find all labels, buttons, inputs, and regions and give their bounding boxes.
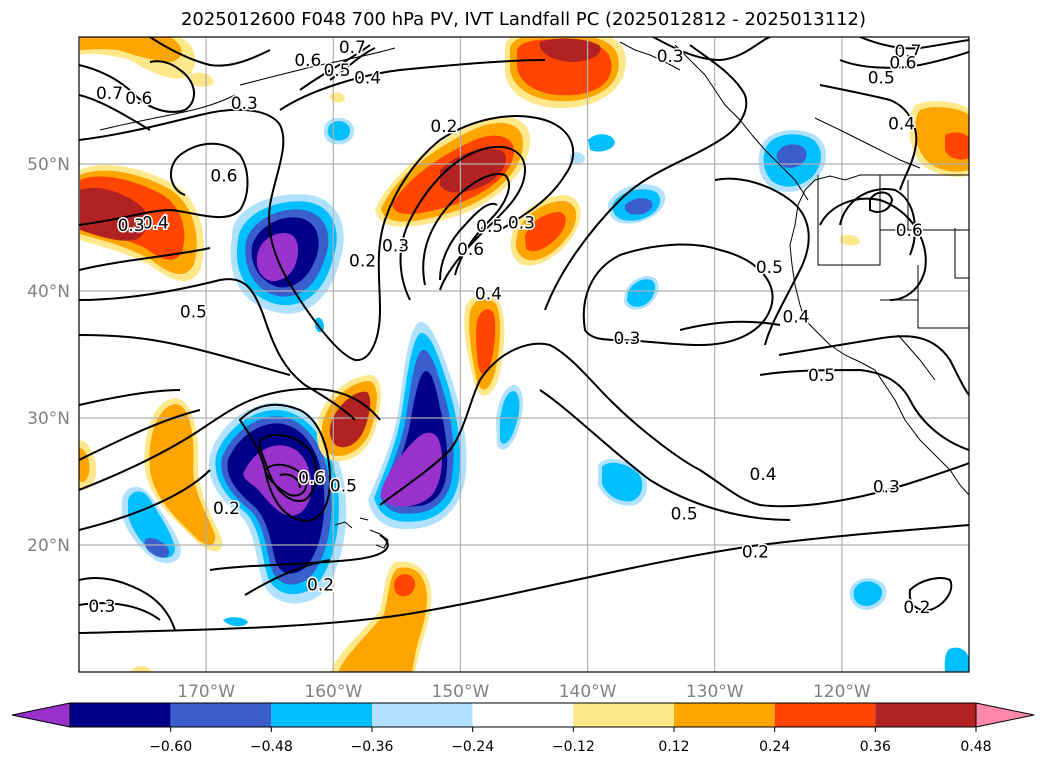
contour-label: 0.4	[354, 69, 381, 89]
lon-tick-label: 160°W	[304, 682, 362, 702]
contour-label: 0.3	[873, 478, 900, 498]
contour-label: 0.3	[657, 47, 684, 67]
colorbar-tick-label: −0.60	[149, 739, 192, 755]
colorbar-tick-label: 0.48	[960, 739, 991, 755]
contour-labels: 0.70.60.5 0.40.30.7 0.60.60.40.30.50.20.20…	[87, 37, 932, 620]
contour-label: 0.4	[475, 285, 502, 305]
contour-label: 0.3	[88, 597, 115, 617]
contour-label: 0.6	[294, 51, 321, 71]
contour-label: 0.2	[903, 598, 930, 618]
colorbar-segment	[674, 703, 775, 727]
pc-shading	[79, 37, 969, 672]
colorbar-segment	[372, 703, 473, 727]
contour-label: 0.5	[808, 366, 835, 386]
axis-labels: 170°W 160°W 150°W 140°W 130°W 120°W 50°N 40°N 30…	[27, 155, 871, 702]
contour-label: 0.4	[750, 465, 777, 485]
contour-label: 0.3	[613, 329, 640, 349]
contour-label: 0.3	[508, 213, 535, 233]
colorbar-segment	[875, 703, 976, 727]
pv-contours	[79, 37, 969, 634]
colorbar-tick-label: 0.36	[860, 739, 891, 755]
contour-label: 0.3	[118, 216, 145, 236]
colorbar-tick-label: −0.12	[552, 739, 595, 755]
contour-label: 0.3	[231, 94, 258, 114]
contour-label: 0.5	[330, 476, 357, 496]
colorbar-tick-label: −0.24	[451, 739, 494, 755]
lat-tick-label: 20°N	[27, 536, 70, 556]
contour-label: 0.4	[142, 213, 169, 233]
contour-label: 0.2	[307, 575, 334, 595]
colorbar-segment	[573, 703, 674, 727]
positive-anomaly-shading	[79, 37, 969, 672]
map-frame	[78, 36, 970, 673]
contour-label: 0.6	[210, 166, 237, 186]
colorbar: −0.60 −0.48 −0.36 −0.24 −0.12 0.12 0.24 0.36 0.4…	[11, 702, 1035, 755]
lon-tick-label: 140°W	[559, 682, 617, 702]
contour-label: 0.7	[339, 38, 366, 58]
lon-tick-label: 150°W	[432, 682, 490, 702]
contour-label: 0.6	[889, 53, 916, 73]
colorbar-tick-label: −0.48	[250, 739, 293, 755]
contour-label: 0.4	[783, 307, 810, 327]
colorbar-tick-label: 0.24	[759, 739, 790, 755]
contour-label: 0.2	[213, 499, 240, 519]
contour-label: 0.6	[896, 221, 923, 241]
colorbar-segment	[472, 703, 574, 727]
contour-label: 0.7	[894, 42, 921, 62]
contour-label: 0.6	[457, 240, 484, 260]
colorbar-segment	[774, 703, 876, 727]
contour-label: 0.5	[756, 258, 783, 278]
colorbar-tick-label: 0.12	[658, 739, 689, 755]
lon-tick-label: 130°W	[686, 682, 744, 702]
contour-label: 0.5	[671, 504, 698, 524]
lon-tick-label: 170°W	[177, 682, 235, 702]
contour-label: 0.6	[125, 89, 152, 109]
contour-label: 0.5	[180, 302, 207, 322]
lat-tick-label: 30°N	[27, 409, 70, 429]
contour-label: 0.5	[476, 217, 503, 237]
colorbar-extend-low	[11, 702, 71, 728]
colorbar-tick-label: −0.36	[351, 739, 394, 755]
coastlines	[99, 41, 969, 549]
colorbar-outline	[69, 702, 977, 728]
contour-label: 0.2	[349, 252, 376, 272]
colorbar-segment	[271, 703, 372, 727]
map-title: 2025012600 F048 700 hPa PV, IVT Landfall…	[180, 9, 867, 30]
gridlines	[79, 37, 969, 672]
colorbar-segment	[70, 703, 171, 727]
contour-label: 0.2	[742, 542, 769, 562]
lon-tick-label: 120°W	[813, 682, 871, 702]
contour-label: 0.5	[868, 69, 895, 89]
colorbar-extend-high	[975, 702, 1035, 728]
lat-tick-label: 40°N	[27, 282, 70, 302]
contour-label: 0.7	[96, 84, 123, 104]
contour-label: 0.5	[324, 61, 351, 81]
contour-label: 0.6	[298, 469, 325, 489]
contour-label: 0.2	[430, 117, 457, 137]
colorbar-segment	[170, 703, 272, 727]
lat-tick-label: 50°N	[27, 155, 70, 175]
contour-label: 0.3	[382, 236, 409, 256]
contour-label: 0.4	[888, 114, 915, 134]
